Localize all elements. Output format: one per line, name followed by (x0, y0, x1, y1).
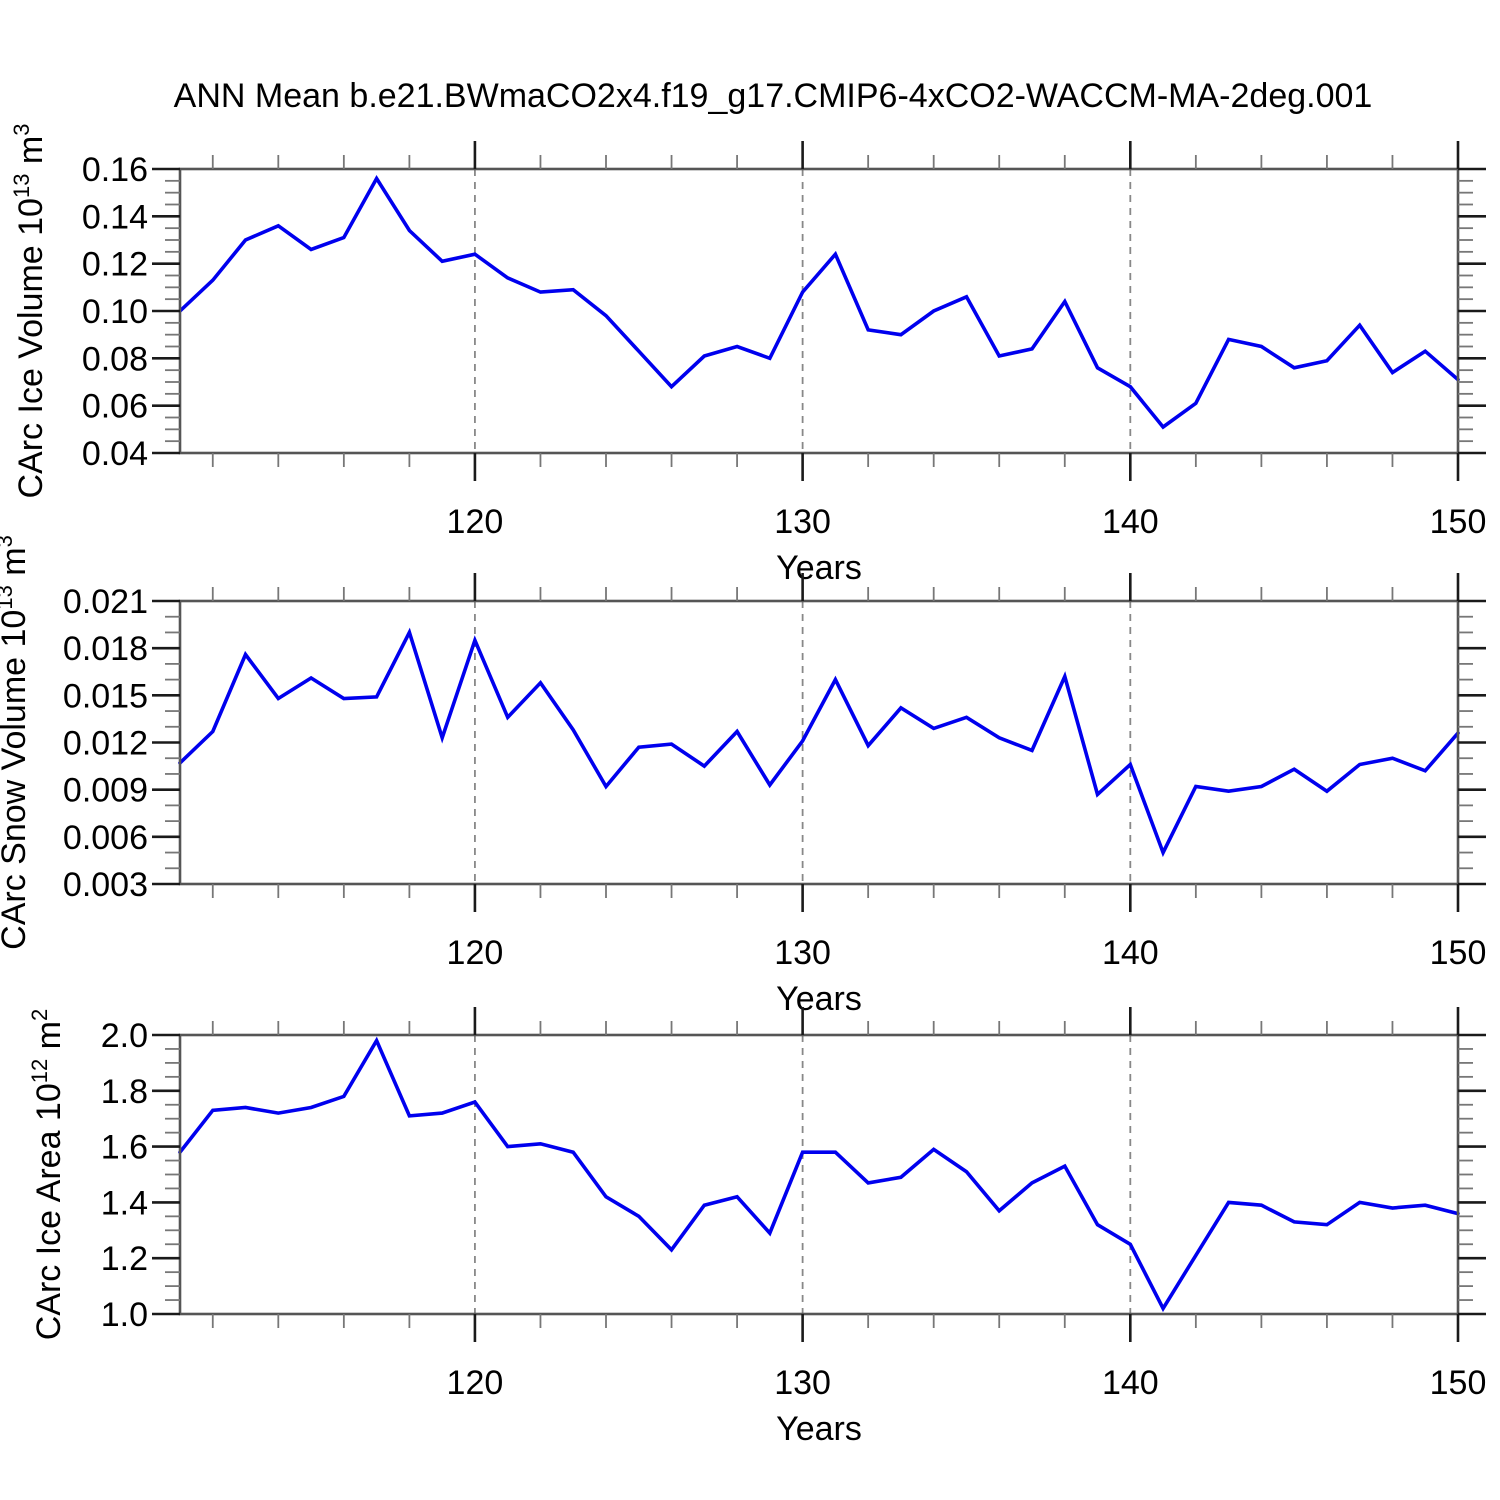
carc-snow-volume-line (178, 627, 1460, 858)
x-tick-label-120: 120 (447, 1364, 504, 1402)
y-tick-label: 0.012 (63, 725, 148, 763)
y-axis-title: CArc Ice Volume 1013 m3 (9, 124, 50, 499)
y-tick-label: 0.04 (82, 435, 148, 473)
y-axis-title: CArc Snow Volume 1013 m3 (0, 535, 33, 950)
y-tick-label: 0.08 (82, 340, 148, 378)
x-axis-title: Years (776, 549, 862, 587)
chart-carc-ice-volume: 0.04 0.06 0.08 0.10 0.12 0.14 0.16 120 130 140 150… (9, 124, 1486, 588)
chart-carc-ice-area: 1.0 1.2 1.4 1.6 1.8 2.0 120 130 140 150 Years CArc … (27, 1007, 1486, 1448)
y-tick-label: 0.12 (82, 246, 148, 284)
y-tick-label: 0.009 (63, 772, 148, 810)
y-tick-label: 1.2 (101, 1240, 148, 1278)
x-tick-label-120: 120 (447, 503, 504, 541)
x-axis-title: Years (776, 1410, 862, 1448)
x-tick-label-130: 130 (774, 503, 831, 541)
y-tick-label: 0.021 (63, 583, 148, 621)
y-tick-label: 1.8 (101, 1073, 148, 1111)
x-tick-label-150: 150 (1430, 1364, 1487, 1402)
y-tick-label: 1.6 (101, 1129, 148, 1167)
y-tick-label: 0.015 (63, 677, 148, 715)
plot-frame (178, 1033, 1460, 1316)
x-tick-label-140: 140 (1102, 934, 1159, 972)
chart-carc-snow-volume: 0.003 0.006 0.009 0.012 0.015 0.018 0.021 120 13… (0, 535, 1486, 1018)
plot-frame (178, 167, 1460, 455)
y-tick-label: 1.4 (101, 1184, 148, 1222)
y-tick-label: 2.0 (101, 1017, 148, 1055)
y-tick-label: 0.06 (82, 388, 148, 426)
y-tick-label: 0.10 (82, 293, 148, 331)
y-axis-title: CArc Ice Area 1012 m2 (27, 1009, 68, 1341)
y-tick-label: 0.018 (63, 630, 148, 668)
page-title: ANN Mean b.e21.BWmaCO2x4.f19_g17.CMIP6-4… (173, 77, 1373, 115)
y-tick-label: 0.14 (82, 198, 148, 236)
y-tick-label: 0.006 (63, 819, 148, 857)
plot-frame (178, 599, 1460, 886)
x-tick-label-140: 140 (1102, 503, 1159, 541)
x-tick-label-130: 130 (774, 934, 831, 972)
x-tick-label-150: 150 (1430, 934, 1487, 972)
y-tick-label: 1.0 (101, 1296, 148, 1334)
x-tick-label-130: 130 (774, 1364, 831, 1402)
x-tick-label-140: 140 (1102, 1364, 1159, 1402)
x-tick-label-150: 150 (1430, 503, 1487, 541)
x-tick-label-120: 120 (447, 934, 504, 972)
y-tick-label: 0.003 (63, 866, 148, 904)
carc-ice-area-line (178, 1036, 1460, 1313)
x-axis-title: Years (776, 980, 862, 1018)
carc-ice-volume-line (178, 174, 1460, 430)
y-tick-label: 0.16 (82, 151, 148, 189)
